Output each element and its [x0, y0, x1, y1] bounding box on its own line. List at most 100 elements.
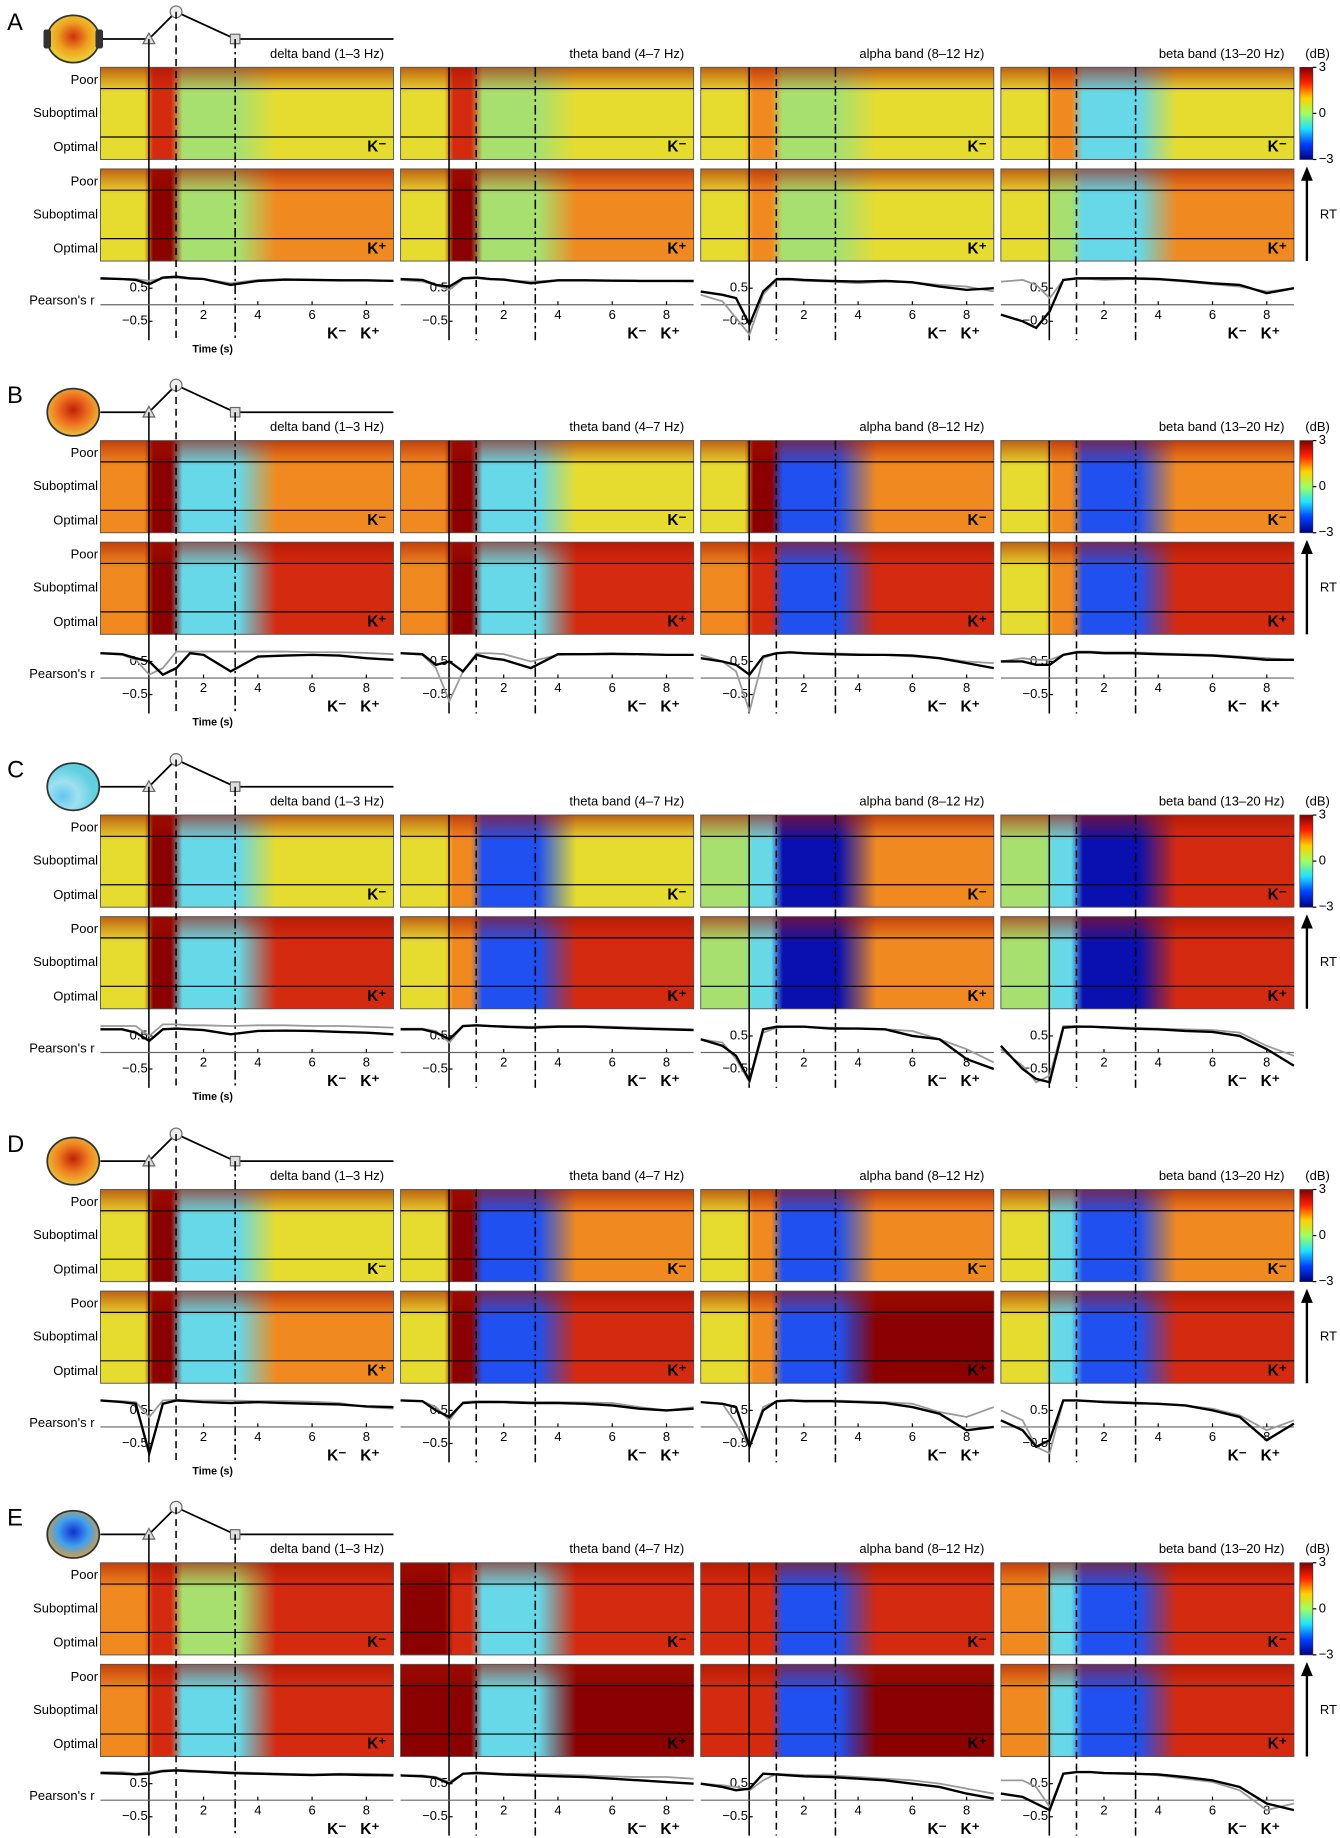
band-title: theta band (4–7 Hz) — [569, 793, 684, 808]
heatmap-shade — [700, 541, 995, 635]
heatmap-shade — [1000, 916, 1295, 1010]
x-tick-label: 2 — [800, 307, 807, 322]
x-tick-label: 8 — [663, 307, 670, 322]
y-tick-label: −0.5 — [422, 1808, 448, 1823]
heatmap-shade — [99, 814, 394, 908]
condition-label: K⁺ — [967, 240, 986, 257]
legend-entry: K⁺ — [1261, 1821, 1280, 1838]
legend-entry: K⁻ — [627, 699, 646, 716]
x-tick-label: 8 — [363, 1429, 370, 1444]
rt-arrowhead — [1301, 166, 1313, 181]
y-tick-label: −0.5 — [722, 1435, 748, 1450]
x-tick-label: 8 — [963, 1802, 970, 1817]
condition-label: K⁺ — [967, 988, 986, 1005]
row-label: Suboptimal — [33, 206, 98, 221]
heatmap-shade — [400, 440, 695, 534]
legend-entry: K⁺ — [1261, 1448, 1280, 1465]
heatmap-shade — [99, 1663, 394, 1757]
x-tick-label: 4 — [254, 307, 261, 322]
x-tick-label: 4 — [1155, 680, 1162, 695]
x-tick-label: 2 — [800, 1055, 807, 1070]
x-tick-label: 8 — [1263, 680, 1270, 695]
heatmap-shade — [99, 541, 394, 635]
x-tick-label: 4 — [254, 1055, 261, 1070]
heatmap-shade — [400, 1189, 695, 1283]
legend-entry: K⁻ — [1228, 1073, 1247, 1090]
x-tick-label: 8 — [963, 680, 970, 695]
y-tick-label: −0.5 — [1022, 1808, 1048, 1823]
heatmap-shade — [1000, 66, 1295, 160]
head-ear — [95, 29, 103, 49]
condition-label: K⁺ — [667, 988, 686, 1005]
legend-entry: K⁺ — [360, 1821, 379, 1838]
x-tick-label: 8 — [1263, 1055, 1270, 1070]
condition-label: K⁺ — [967, 1362, 986, 1379]
legend-entry: K⁻ — [627, 1821, 646, 1838]
row-label: Optimal — [53, 139, 98, 154]
rt-arrowhead — [1301, 914, 1313, 929]
x-tick-label: 6 — [909, 1055, 916, 1070]
y-tick-label: −0.5 — [422, 686, 448, 701]
y-tick-label: −0.5 — [122, 1060, 148, 1075]
heatmap-shade — [400, 916, 695, 1010]
y-tick-label: −0.5 — [1022, 686, 1048, 701]
x-tick-label: 8 — [1263, 1429, 1270, 1444]
x-tick-label: 6 — [609, 1802, 616, 1817]
heatmap-shade — [99, 1562, 394, 1656]
legend-entry: K⁺ — [660, 325, 679, 342]
legend-entry: K⁻ — [927, 1073, 946, 1090]
legend-entry: K⁺ — [360, 699, 379, 716]
condition-label: K⁻ — [1268, 1261, 1287, 1278]
legend-entry: K⁺ — [961, 1448, 980, 1465]
x-tick-label: 8 — [663, 1055, 670, 1070]
legend-entry: K⁺ — [961, 325, 980, 342]
rt-label: RT — [1320, 1329, 1337, 1344]
condition-label: K⁺ — [667, 614, 686, 631]
y-tick-label: 0.5 — [1030, 1402, 1048, 1417]
y-tick-label: 0.5 — [130, 1775, 148, 1790]
heatmap-shade — [1000, 1663, 1295, 1757]
legend-entry: K⁻ — [1228, 699, 1247, 716]
legend-entry: K⁺ — [961, 699, 980, 716]
rt-arrowhead — [1301, 1661, 1313, 1677]
x-tick-label: 8 — [663, 680, 670, 695]
condition-label: K⁻ — [1268, 512, 1287, 529]
legend-entry: K⁻ — [327, 1448, 346, 1465]
colorbar-tick-label: 0 — [1319, 853, 1326, 868]
x-tick-label: 2 — [1100, 1429, 1107, 1444]
legend-entry: K⁺ — [660, 1073, 679, 1090]
y-tick-label: 0.5 — [730, 1027, 748, 1042]
x-tick-label: 4 — [1155, 1802, 1162, 1817]
y-tick-label: −0.5 — [122, 1808, 148, 1823]
x-tick-label: 6 — [909, 1802, 916, 1817]
colorbar-tick-label: −3 — [1319, 1273, 1334, 1288]
r-line — [100, 651, 394, 677]
condition-label: K⁺ — [1268, 1362, 1287, 1379]
band-title: theta band (4–7 Hz) — [569, 419, 684, 434]
x-tick-label: 8 — [363, 680, 370, 695]
r-line — [100, 1027, 394, 1043]
timeline — [100, 10, 394, 40]
colorbar-tick-label: −3 — [1319, 899, 1334, 914]
x-tick-label: 4 — [554, 1055, 561, 1070]
condition-label: K⁻ — [367, 139, 386, 156]
x-tick-label: 6 — [609, 1055, 616, 1070]
r-line — [100, 1398, 394, 1419]
condition-label: K⁻ — [967, 512, 986, 529]
x-tick-label: 2 — [500, 680, 507, 695]
x-tick-label: 2 — [200, 1055, 207, 1070]
colorbar-unit: (dB) — [1305, 1168, 1330, 1183]
colorbar-unit: (dB) — [1305, 46, 1330, 61]
condition-label: K⁻ — [367, 886, 386, 903]
condition-label: K⁺ — [667, 1736, 686, 1753]
x-tick-label: 4 — [854, 1429, 861, 1444]
y-tick-label: −0.5 — [422, 1060, 448, 1075]
condition-label: K⁻ — [967, 139, 986, 156]
x-tick-label: 8 — [663, 1802, 670, 1817]
rt-label: RT — [1320, 954, 1337, 969]
heatmap-shade — [99, 1290, 394, 1384]
condition-label: K⁺ — [967, 614, 986, 631]
condition-label: K⁻ — [667, 139, 686, 156]
band-title: alpha band (8–12 Hz) — [859, 1541, 984, 1556]
legend-entry: K⁺ — [660, 1448, 679, 1465]
